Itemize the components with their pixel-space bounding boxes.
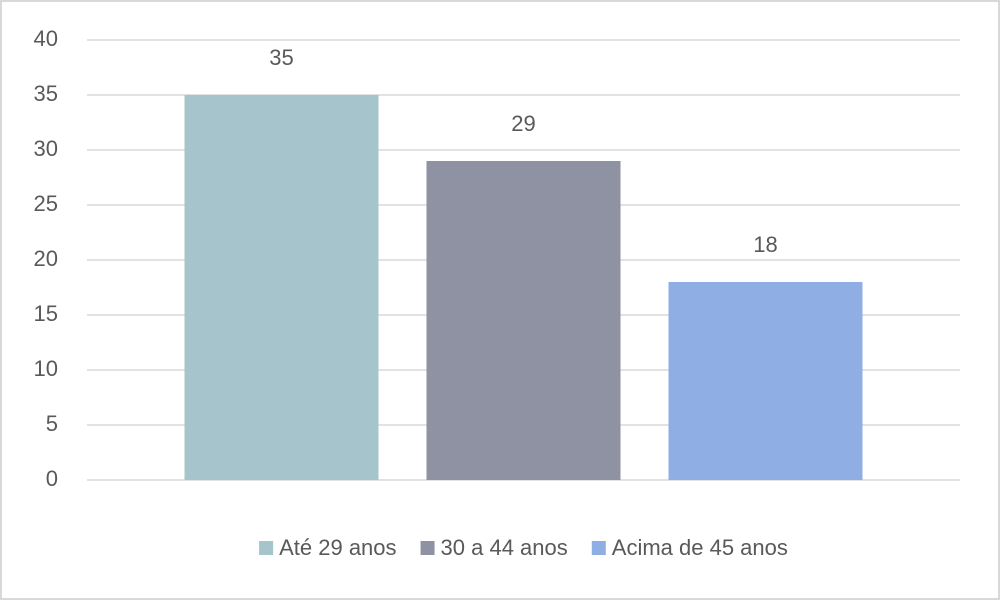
y-tick-label: 40 bbox=[34, 26, 58, 51]
legend-label: 30 a 44 anos bbox=[441, 535, 568, 560]
bar bbox=[668, 282, 863, 480]
y-tick-label: 25 bbox=[34, 191, 58, 216]
legend-swatch bbox=[420, 541, 435, 555]
legend-label: Acima de 45 anos bbox=[612, 535, 788, 560]
y-tick-label: 5 bbox=[46, 411, 58, 436]
legend-swatch bbox=[259, 541, 274, 555]
data-label: 18 bbox=[753, 232, 777, 257]
y-tick-label: 0 bbox=[46, 466, 58, 491]
data-label: 35 bbox=[269, 45, 293, 70]
legend-swatch bbox=[591, 541, 606, 555]
bar bbox=[184, 95, 379, 480]
bar bbox=[426, 161, 621, 480]
legend-label: Até 29 anos bbox=[279, 535, 396, 560]
y-tick-label: 15 bbox=[34, 301, 58, 326]
y-tick-label: 20 bbox=[34, 246, 58, 271]
data-label: 29 bbox=[511, 111, 535, 136]
y-tick-label: 10 bbox=[34, 356, 58, 381]
y-tick-label: 35 bbox=[34, 81, 58, 106]
y-tick-label: 30 bbox=[34, 136, 58, 161]
